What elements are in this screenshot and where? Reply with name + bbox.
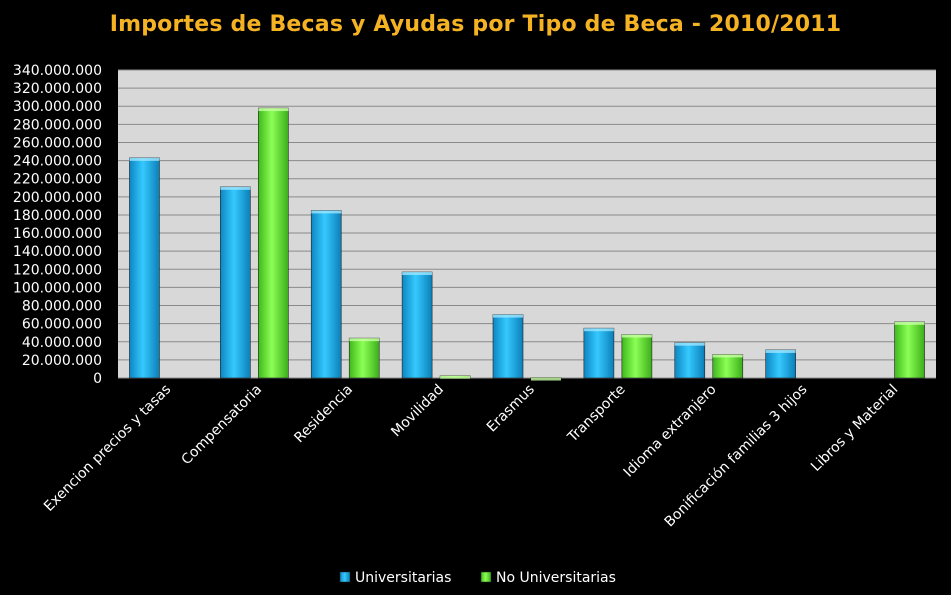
y-tick-label: 160.000.000	[13, 226, 102, 242]
x-tick-label: Transporte	[564, 382, 629, 447]
gridlines	[118, 69, 936, 379]
bar-cap	[220, 186, 251, 190]
bar-cap	[311, 210, 342, 214]
bar-universitarias	[310, 210, 342, 379]
bar-universitarias	[220, 186, 251, 379]
y-tick-label: 80.000.000	[22, 299, 102, 315]
bar-cap	[765, 349, 796, 353]
y-tick-label: 40.000.000	[22, 335, 102, 351]
bar-cap	[583, 328, 614, 332]
bar-universitarias	[401, 271, 433, 379]
chart-title: Importes de Becas y Ayudas por Tipo de B…	[109, 12, 842, 37]
bar-cap	[129, 157, 160, 161]
x-tick-label: Exencion precios y tasas	[41, 382, 174, 515]
y-tick-label: 180.000.000	[13, 208, 102, 224]
x-tick-label: Libros y Material	[808, 382, 901, 475]
bar-no-universitarias	[894, 321, 925, 379]
legend-label: No Universitarias	[496, 570, 616, 586]
y-tick-label: 280.000.000	[13, 117, 102, 133]
bar-cap	[894, 321, 925, 325]
bar-universitarias	[583, 327, 615, 379]
legend-swatch	[480, 571, 492, 583]
y-tick-label: 200.000.000	[13, 190, 102, 206]
x-tick-label: Idioma extranjero	[621, 382, 720, 481]
legend-swatch	[339, 571, 351, 583]
y-tick-label: 240.000.000	[13, 154, 102, 170]
y-tick-label: 120.000.000	[13, 262, 102, 278]
bar-no-universitarias	[712, 354, 744, 379]
y-tick-label: 140.000.000	[13, 244, 102, 260]
bar-universitarias	[129, 157, 160, 379]
y-tick-label: 100.000.000	[13, 280, 102, 296]
y-tick-label: 320.000.000	[13, 81, 102, 97]
bar-no-universitarias	[348, 337, 380, 379]
y-axis: 0 20.000.000 40.000.000 60.000.000 80.000.00…	[13, 63, 102, 387]
x-tick-label: Movilidad	[388, 382, 447, 441]
bar-cap	[674, 342, 705, 346]
legend: Universitarias No Universitarias	[339, 570, 616, 586]
bar-cap	[621, 334, 652, 338]
plot-area	[118, 70, 936, 378]
bar-universitarias	[492, 314, 524, 379]
y-tick-label: 20.000.000	[22, 353, 102, 369]
legend-label: Universitarias	[355, 570, 451, 586]
bar-cap	[531, 377, 561, 381]
x-tick-label: Compensatoria	[179, 382, 266, 469]
bar-cap	[493, 314, 523, 318]
y-tick-label: 60.000.000	[22, 317, 102, 333]
x-axis: Exencion precios y tasas Compensatoria Res…	[41, 382, 901, 531]
bars	[129, 107, 925, 381]
bar-cap	[402, 272, 433, 276]
y-tick-label: 260.000.000	[13, 135, 102, 151]
bar-cap	[712, 354, 743, 358]
x-tick-label: Residencia	[291, 382, 356, 447]
x-tick-label: Erasmus	[484, 382, 538, 436]
bar-no-universitarias	[621, 334, 653, 379]
y-tick-label: 0	[93, 371, 102, 387]
y-tick-label: 300.000.000	[13, 99, 102, 115]
bar-cap	[349, 338, 380, 342]
bar-no-universitarias	[258, 107, 289, 379]
y-tick-label: 340.000.000	[13, 63, 102, 79]
bar-universitarias	[765, 349, 796, 379]
x-tick-label: Bonificación familias 3 hijos	[662, 382, 811, 531]
bar-cap	[258, 108, 289, 112]
bar-universitarias	[674, 342, 706, 379]
bar-cap	[440, 375, 471, 379]
y-tick-label: 220.000.000	[13, 172, 102, 188]
